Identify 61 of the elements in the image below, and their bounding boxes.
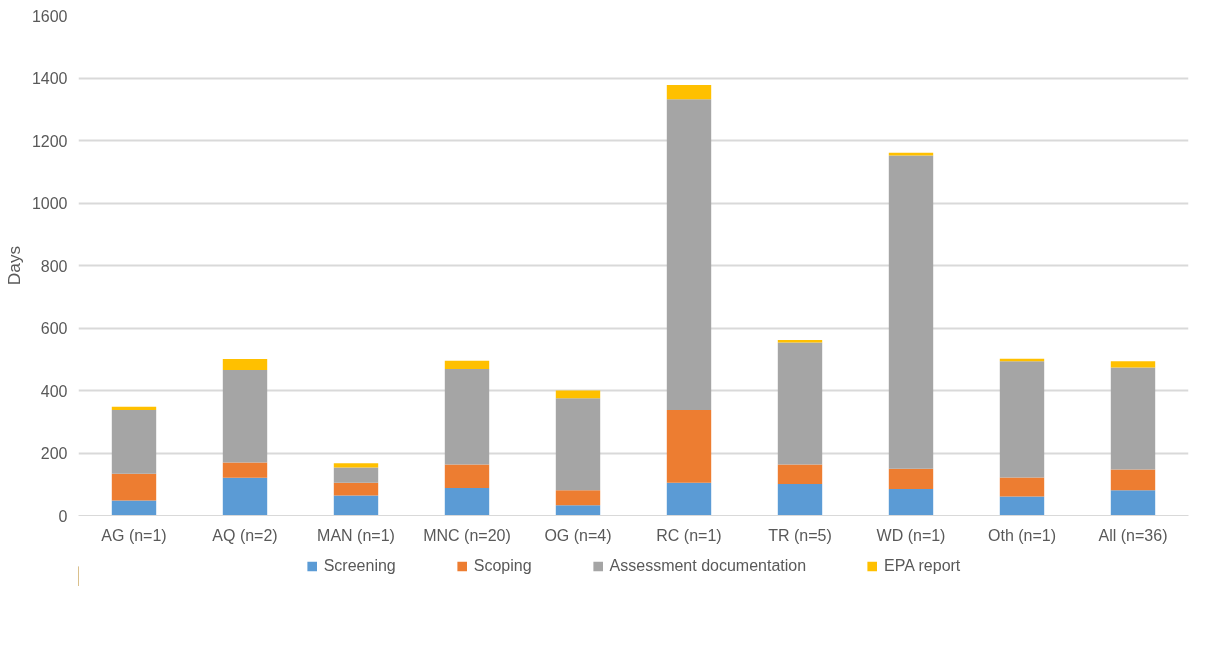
legend-label: Scoping — [473, 557, 532, 575]
y-tick-label: 800 — [40, 257, 68, 275]
x-tick-label: Oth (n=1) — [987, 526, 1057, 544]
bar — [555, 505, 601, 516]
x-tick-label: RC (n=1) — [656, 526, 722, 544]
bar — [333, 467, 379, 483]
bar — [111, 406, 157, 410]
bar — [444, 488, 490, 516]
bar — [222, 369, 268, 463]
bar — [666, 84, 712, 100]
bar — [555, 398, 601, 491]
x-tick-label: AG (n=1) — [101, 526, 167, 544]
bar — [111, 473, 157, 501]
bar — [777, 483, 823, 516]
bar — [444, 368, 490, 465]
x-tick-label: OG (n=4) — [544, 526, 612, 544]
bar — [999, 477, 1045, 497]
legend-label: Assessment documentation — [609, 557, 807, 575]
bar — [666, 482, 712, 516]
bar — [1110, 469, 1156, 491]
legend-label: Screening — [323, 557, 396, 575]
y-tick-label: 0 — [58, 507, 68, 525]
bar — [888, 488, 934, 516]
bar — [888, 155, 934, 469]
bar — [777, 342, 823, 465]
bar — [777, 464, 823, 484]
y-tick-label: 1200 — [31, 132, 68, 150]
bar — [1110, 361, 1156, 368]
bar — [666, 409, 712, 483]
bar — [333, 482, 379, 496]
bar — [444, 464, 490, 488]
bar — [1110, 490, 1156, 516]
y-tick-label: 600 — [40, 320, 68, 337]
y-axis-title: Days — [3, 245, 24, 286]
bar — [444, 360, 490, 369]
bar — [1110, 367, 1156, 470]
legend-label: EPA report — [884, 557, 961, 575]
bar — [111, 409, 157, 474]
y-tick-label: 1600 — [31, 7, 68, 25]
y-tick-label: 1400 — [31, 70, 68, 87]
y-tick-label: 1000 — [31, 195, 68, 212]
bar — [222, 358, 268, 370]
bar — [888, 152, 934, 156]
bar — [222, 462, 268, 478]
y-tick-label: 200 — [40, 445, 68, 462]
x-tick-label: AQ (n=2) — [212, 526, 278, 544]
bar — [888, 468, 934, 489]
y-tick-label: 400 — [40, 382, 68, 400]
bar — [222, 477, 268, 516]
x-tick-label: MAN (n=1) — [317, 526, 395, 544]
bar — [333, 495, 379, 516]
x-tick-label: MNC (n=20) — [423, 526, 511, 544]
bar — [555, 490, 601, 506]
bar — [999, 361, 1045, 478]
bar — [666, 99, 712, 410]
x-tick-label: All (n=36) — [1098, 526, 1168, 544]
x-tick-label: WD (n=1) — [876, 526, 946, 544]
bar — [111, 500, 157, 516]
bar — [999, 496, 1045, 516]
bar — [333, 463, 379, 468]
x-tick-label: TR (n=5) — [768, 526, 832, 544]
